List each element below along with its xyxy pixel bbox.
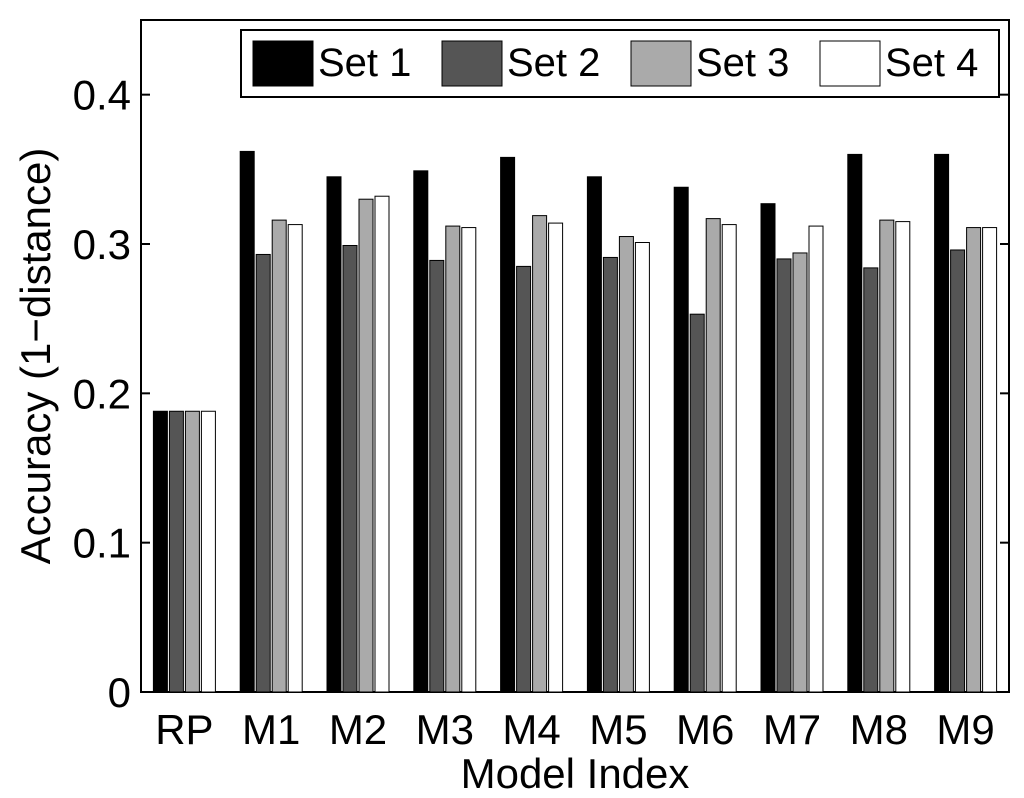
x-tick-label: M2: [329, 706, 387, 753]
bar: [847, 153, 863, 693]
x-axis-label: Model Index: [461, 750, 690, 797]
bar: [982, 227, 998, 693]
y-tick-label: 0.2: [73, 370, 131, 417]
legend: Set 1 Set 2 Set 3 Set 4: [240, 29, 1000, 98]
bar: [760, 203, 776, 693]
bar: [602, 256, 618, 693]
x-tick-label: M4: [502, 706, 560, 753]
bar: [239, 150, 255, 693]
bar: [532, 215, 548, 693]
bar: [808, 225, 824, 693]
y-tick-label: 0.4: [73, 72, 131, 119]
bar: [966, 227, 982, 693]
bar: [445, 225, 461, 693]
bar: [168, 410, 184, 693]
legend-swatch: [441, 40, 503, 87]
bar: [374, 195, 390, 693]
x-tick-label: M7: [763, 706, 821, 753]
y-tick-label: 0: [108, 669, 131, 716]
bar: [950, 249, 966, 693]
bar: [271, 219, 287, 693]
x-tick-label: M9: [936, 706, 994, 753]
x-tick-label: M6: [676, 706, 734, 753]
bar: [689, 313, 705, 693]
bar: [586, 176, 602, 693]
x-tick-label: M5: [589, 706, 647, 753]
bar: [326, 176, 342, 693]
bar: [358, 198, 374, 693]
bar: [429, 259, 445, 693]
bar: [673, 186, 689, 693]
bar: [863, 267, 879, 693]
plot-frame: [140, 19, 1010, 693]
bar: [152, 410, 168, 693]
x-tick-label: M3: [416, 706, 474, 753]
bar: [413, 170, 429, 693]
bar: [184, 410, 200, 693]
bar: [287, 224, 303, 693]
legend-swatch: [630, 40, 692, 87]
bar: [342, 244, 358, 693]
bar: [634, 242, 650, 693]
bar: [548, 222, 564, 693]
bar: [500, 156, 516, 693]
legend-swatch: [252, 40, 314, 87]
bar: [516, 265, 532, 693]
legend-label: Set 3: [696, 41, 789, 85]
bar: [461, 227, 477, 693]
legend-label: Set 4: [885, 41, 978, 85]
bar: [200, 410, 216, 693]
legend-label: Set 2: [507, 41, 600, 85]
x-tick-label: M8: [850, 706, 908, 753]
legend-swatch: [819, 40, 881, 87]
bar: [618, 236, 634, 693]
legend-label: Set 1: [318, 41, 411, 85]
y-tick-label: 0.1: [73, 520, 131, 567]
bar: [895, 221, 911, 693]
x-tick-label: RP: [155, 706, 213, 753]
bar: [721, 224, 737, 693]
bar: [879, 219, 895, 693]
y-axis-label: Accuracy (1−distance): [12, 148, 59, 565]
bar: [776, 258, 792, 693]
y-tick-label: 0.3: [73, 221, 131, 268]
bar: [934, 153, 950, 693]
bar: [792, 252, 808, 693]
bar: [255, 253, 271, 693]
x-tick-label: M1: [242, 706, 300, 753]
bar: [705, 218, 721, 693]
